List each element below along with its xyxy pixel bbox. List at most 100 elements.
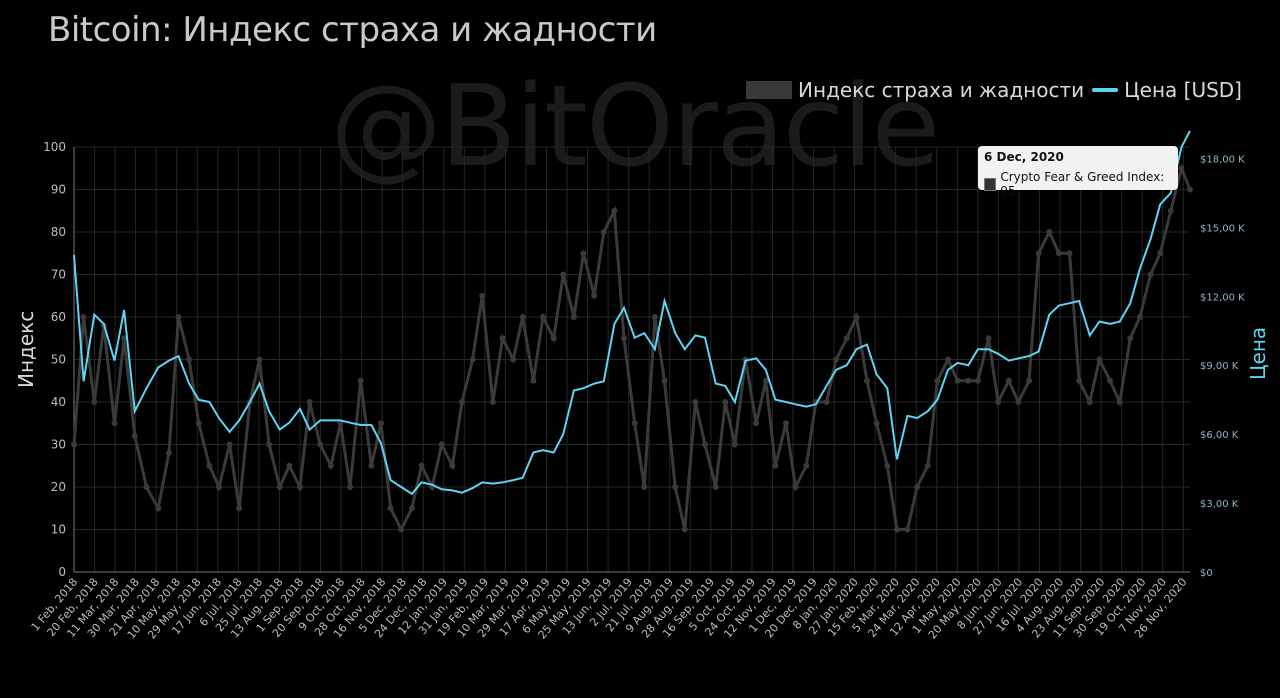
index-point [1136,314,1143,320]
legend: Индекс страха и жадности Цена [USD] [746,78,1242,102]
tooltip-label: Crypto Fear & Greed Index: 95 [1000,170,1165,198]
y2-tick-label: $3,00 K [1200,499,1239,510]
index-point [753,420,760,427]
index-point [510,356,517,363]
index-point [1187,186,1193,193]
index-point [1096,356,1103,363]
index-point [681,526,688,533]
index-point [843,335,850,342]
index-point [449,462,456,469]
index-point [256,356,263,363]
index-point [1046,229,1053,235]
legend-item-index[interactable]: Индекс страха и жадности [746,78,1084,102]
series-line-index [72,163,1192,533]
index-point [570,314,577,320]
tooltip-row: Crypto Fear & Greed Index: 95 [984,170,1172,198]
watermark: @BitOracle [330,62,940,192]
index-point [924,462,931,469]
tooltip-date: 6 Dec, 2020 [984,150,1064,164]
index-point [731,441,738,448]
y-tick-label: 100 [43,140,66,154]
index-point [873,420,880,427]
index-point [165,450,172,456]
index-point [803,462,810,469]
index-point [772,462,779,469]
index-point [479,292,486,299]
index-point [823,399,830,405]
index-point [580,250,587,257]
index-point [408,505,415,512]
index-point [692,399,699,405]
index-point [195,420,202,427]
chart-title: Bitcoin: Индекс страха и жадности [48,10,657,50]
y-tick-label: 80 [51,225,66,239]
legend-item-price[interactable]: Цена [USD] [1092,78,1242,102]
y-tick-label: 70 [51,268,66,282]
index-point [206,462,213,469]
index-point [499,335,506,342]
index-point [458,399,465,405]
index-point [215,484,222,490]
index-point [611,207,618,214]
index-point [1055,250,1062,257]
index-point [1178,165,1185,172]
index-point [266,441,273,448]
index-point [712,484,719,490]
index-point [469,356,476,363]
index-point [306,399,313,405]
y-tick-label: 60 [51,310,66,324]
legend-swatch-price [1092,88,1119,92]
index-point [143,484,150,490]
tooltip-swatch [984,177,997,191]
index-point [327,462,334,469]
index-point [672,484,679,490]
index-point [226,441,233,448]
legend-label-index: Индекс страха и жадности [798,78,1085,102]
index-point [368,462,375,469]
index-point [651,314,658,320]
index-point [1157,250,1164,257]
index-point [347,484,354,490]
index-point [945,356,952,363]
index-point [631,420,638,427]
y-tick-label: 10 [51,523,66,537]
y2-tick-label: $0 [1200,568,1213,579]
index-point [418,462,425,469]
index-point [995,399,1002,405]
index-point [71,441,77,448]
index-point [783,420,790,427]
series-line-price [73,130,1191,496]
index-point [1035,250,1042,257]
index-point [186,356,193,363]
index-point [965,377,972,384]
y-tick-label: 0 [58,565,66,579]
index-point [1026,377,1033,384]
legend-label-price: Цена [USD] [1124,78,1242,102]
y2-tick-label: $6,00 K [1200,430,1239,441]
index-point [722,399,729,405]
index-point [91,399,98,405]
y-tick-label: 50 [51,353,66,367]
legend-swatch-index [746,81,793,99]
index-point [438,441,445,448]
tooltip: 6 Dec, 2020 Crypto Fear & Greed Index: 9… [978,146,1178,198]
index-point [1167,207,1174,214]
index-point [131,433,138,439]
y2-tick-label: $12,00 K [1200,292,1245,303]
y2-tick-label: $18,00 K [1200,154,1245,165]
index-point [893,526,900,533]
index-point [985,335,992,342]
index-point [833,356,840,363]
index-point [560,271,567,278]
index-point [539,314,546,320]
index-point [591,292,598,299]
index-point [621,335,628,342]
index-point [519,314,526,320]
index-point [387,505,394,512]
index-point [1107,377,1114,384]
y-tick-label: 40 [51,395,66,409]
index-point [762,377,769,384]
y-tick-label: 20 [51,480,66,494]
index-point [600,229,607,235]
